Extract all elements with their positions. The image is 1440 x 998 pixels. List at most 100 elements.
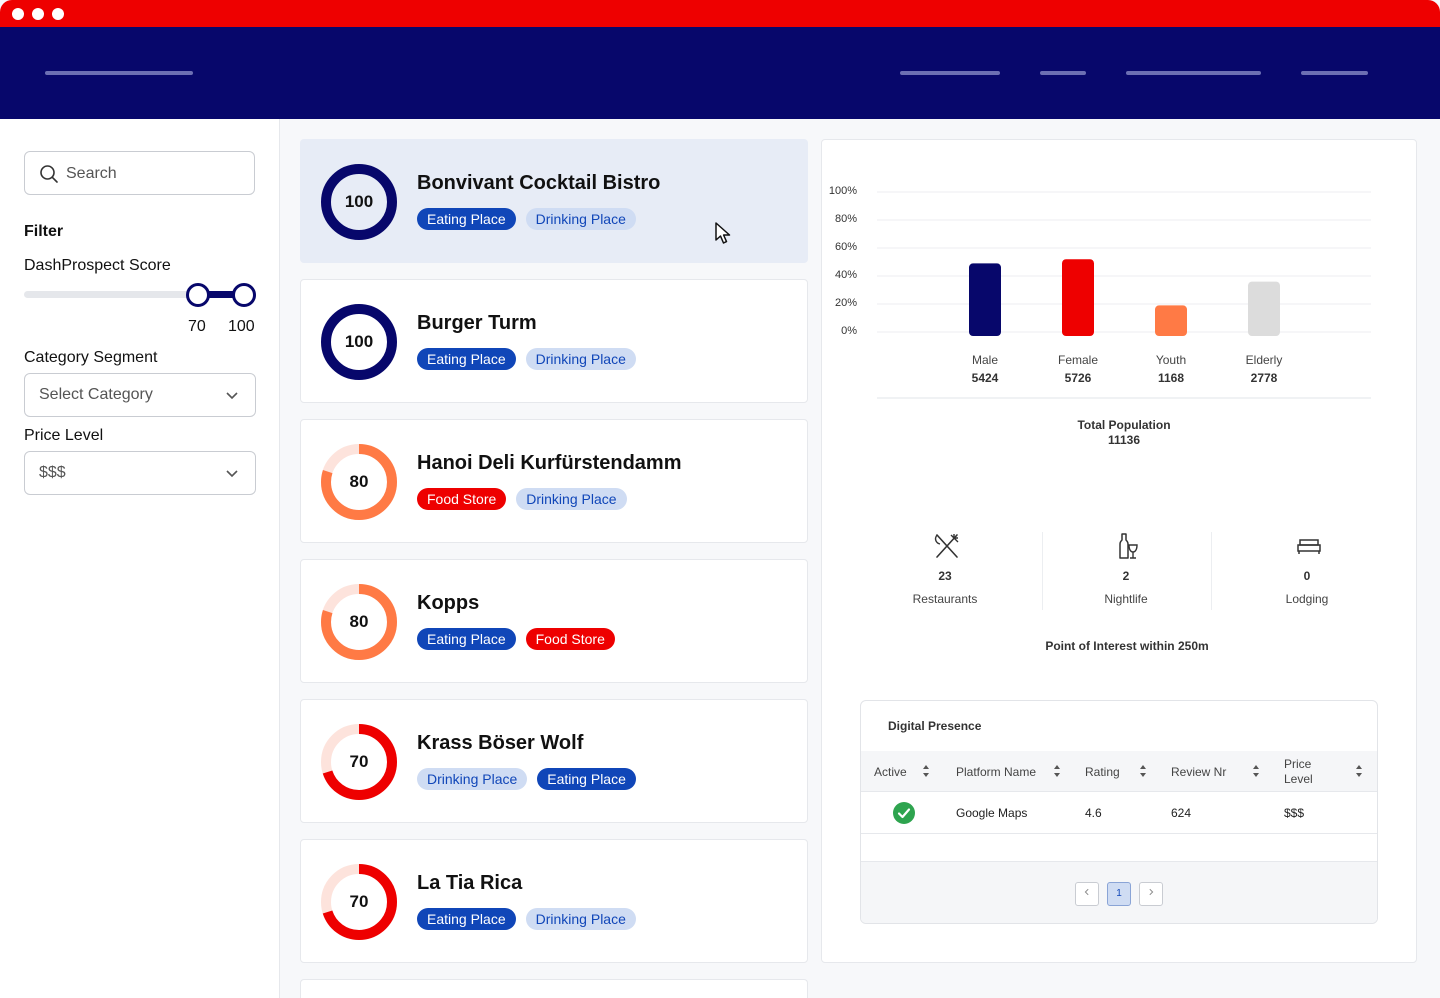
place-tags: Eating Place Drinking Place xyxy=(417,908,636,930)
pagination-prev-button[interactable] xyxy=(1075,882,1099,906)
place-tags: Eating Place Food Store xyxy=(417,628,615,650)
table-row[interactable]: Google Maps 4.6 624 $$$ xyxy=(861,792,1377,834)
score-ring-icon xyxy=(321,164,397,240)
place-score: 80 xyxy=(349,612,369,631)
place-name: Bonvivant Cocktail Bistro xyxy=(417,172,661,194)
price-level-cell: $$$ xyxy=(1284,806,1305,820)
sort-icon[interactable] xyxy=(1252,764,1260,778)
score-ring-icon xyxy=(321,864,397,940)
nav-brand-placeholder[interactable] xyxy=(45,71,193,75)
category-tag: Eating Place xyxy=(417,908,516,930)
place-score: 100 xyxy=(344,332,374,351)
search-box[interactable] xyxy=(24,151,255,195)
chevron-down-icon xyxy=(226,392,238,400)
place-card[interactable]: 80 Kopps Eating Place Food Store xyxy=(300,559,808,683)
chart-bar-male[interactable] xyxy=(969,263,1001,336)
x-category-label: Female xyxy=(1057,353,1098,367)
score-min-value: 70 xyxy=(188,318,206,335)
search-icon xyxy=(40,165,58,183)
poi-divider xyxy=(1211,532,1212,610)
digital-presence-title: Digital Presence xyxy=(888,719,982,733)
place-card[interactable]: 80 Hanoi Deli Kurfürstendamm Food Store … xyxy=(300,419,808,543)
category-tag: Eating Place xyxy=(417,348,516,370)
poi-count: 0 xyxy=(1303,569,1311,583)
table-pagination: 1 xyxy=(861,861,1377,923)
category-tag: Food Store xyxy=(417,488,507,510)
top-navigation xyxy=(0,27,1440,119)
sort-icon[interactable] xyxy=(1355,764,1363,778)
review-nr-cell: 624 xyxy=(1171,806,1192,820)
category-tag: Eating Place xyxy=(537,768,636,790)
place-score: 100 xyxy=(344,192,374,211)
y-tick-label: 100% xyxy=(828,185,857,197)
sort-icon[interactable] xyxy=(922,764,930,778)
detail-panel: 100% 80% 60% 40% 20% 0% Male 5424 Female 5726 Yout… xyxy=(821,139,1417,963)
column-header-price-level[interactable]: Price Level xyxy=(1284,757,1313,786)
price-select-value: $$$ xyxy=(39,464,66,481)
score-max-value: 100 xyxy=(228,318,255,335)
chart-bar-elderly[interactable] xyxy=(1248,281,1280,336)
column-header-active[interactable]: Active xyxy=(874,765,907,779)
score-ring-icon xyxy=(321,444,397,520)
digital-presence-table: Digital Presence Active Platform Name Ra… xyxy=(860,700,1378,924)
nav-link-placeholder-1[interactable] xyxy=(900,71,1000,75)
place-card-partial[interactable] xyxy=(300,979,808,998)
place-tags: Eating Place Drinking Place xyxy=(417,348,636,370)
category-tag: Food Store xyxy=(525,628,615,650)
pagination-page-button[interactable]: 1 xyxy=(1107,882,1131,906)
y-tick-label: 80% xyxy=(834,213,857,225)
category-count-label: 2778 xyxy=(1250,371,1278,385)
category-select[interactable]: Select Category xyxy=(24,373,256,417)
search-input[interactable] xyxy=(66,162,246,186)
category-count-label: 1168 xyxy=(1157,371,1185,385)
score-max-handle[interactable] xyxy=(232,283,256,307)
place-card[interactable]: 100 Burger Turm Eating Place Drinking Pl… xyxy=(300,279,808,403)
nav-link-placeholder-2[interactable] xyxy=(1040,71,1086,75)
score-min-handle[interactable] xyxy=(186,283,210,307)
rating-cell: 4.6 xyxy=(1085,806,1102,820)
score-range-slider[interactable] xyxy=(24,283,256,307)
column-header-rating[interactable]: Rating xyxy=(1085,765,1120,779)
column-header-platform[interactable]: Platform Name xyxy=(956,765,1037,779)
mouse-cursor-icon xyxy=(715,222,731,244)
poi-nightlife: 2 Nightlife xyxy=(1041,532,1211,612)
window-maximize-dot[interactable] xyxy=(52,8,64,20)
category-select-value: Select Category xyxy=(39,386,153,403)
poi-label: Restaurants xyxy=(912,592,978,606)
pagination-next-button[interactable] xyxy=(1139,882,1163,906)
chart-bar-female[interactable] xyxy=(1062,259,1094,336)
window-title-bar xyxy=(0,0,1440,27)
sort-icon[interactable] xyxy=(1139,764,1147,778)
x-category-label: Elderly xyxy=(1245,353,1283,367)
window-minimize-dot[interactable] xyxy=(32,8,44,20)
chevron-right-icon xyxy=(1149,888,1154,896)
chart-bar-youth[interactable] xyxy=(1155,305,1187,336)
place-tags: Drinking Place Eating Place xyxy=(417,768,636,790)
poi-caption: Point of Interest within 250m xyxy=(1045,639,1209,653)
column-header-review-nr[interactable]: Review Nr xyxy=(1171,765,1227,779)
price-label: Price Level xyxy=(24,427,104,444)
nav-link-placeholder-4[interactable] xyxy=(1301,71,1368,75)
bottle-glass-icon xyxy=(1119,533,1138,559)
y-tick-label: 40% xyxy=(834,269,857,281)
place-name: Kopps xyxy=(417,592,480,614)
place-card[interactable]: 70 Krass Böser Wolf Drinking Place Eatin… xyxy=(300,699,808,823)
price-select[interactable]: $$$ xyxy=(24,451,256,495)
table-header: Active Platform Name Rating Review Nr Pr… xyxy=(861,751,1377,792)
place-tags: Eating Place Drinking Place xyxy=(417,208,636,230)
score-ring-icon xyxy=(321,724,397,800)
window-close-dot[interactable] xyxy=(12,8,24,20)
place-card[interactable]: 70 La Tia Rica Eating Place Drinking Pla… xyxy=(300,839,808,963)
poi-count: 23 xyxy=(938,569,952,583)
demographics-chart xyxy=(877,191,1371,399)
poi-count: 2 xyxy=(1122,569,1130,583)
category-tag: Drinking Place xyxy=(516,488,627,510)
category-tag: Drinking Place xyxy=(525,348,636,370)
filter-sidebar: Filter DashProspect Score 70 100 Categor… xyxy=(0,119,280,998)
place-tags: Food Store Drinking Place xyxy=(417,488,627,510)
nav-link-placeholder-3[interactable] xyxy=(1126,71,1261,75)
poi-label: Nightlife xyxy=(1104,592,1148,606)
y-tick-label: 60% xyxy=(834,241,857,253)
sort-icon[interactable] xyxy=(1053,764,1061,778)
total-population-value: 11136 xyxy=(1107,433,1141,447)
